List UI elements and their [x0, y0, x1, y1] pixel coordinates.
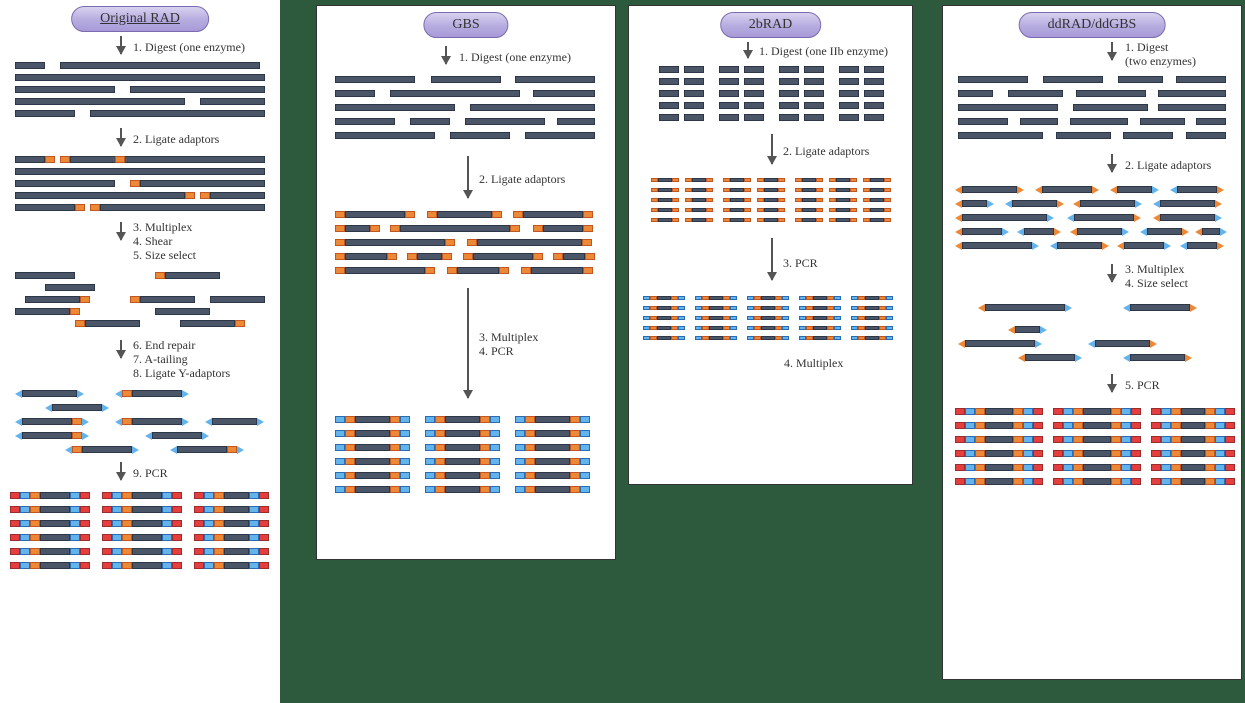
tworad-step-2: 2. Ligate adaptors — [783, 144, 869, 160]
gbs-step-4: 4. PCR — [479, 344, 514, 360]
gbs-step-1: 1. Digest (one enzyme) — [459, 50, 571, 66]
rad-arrow-5 — [120, 462, 122, 480]
rad-step-5: 5. Size select — [133, 248, 196, 264]
tworad-step-3: 3. PCR — [783, 256, 818, 272]
dd-arrow-3 — [1111, 264, 1113, 282]
dd-step-1b: (two enzymes) — [1125, 54, 1196, 70]
panel-ddrad: ddRAD/ddGBS 1. Digest (two enzymes) 2. L… — [942, 5, 1242, 680]
gbs-arrow-2 — [467, 156, 469, 198]
header-gbs: GBS — [423, 12, 508, 38]
rad-arrow-4 — [120, 340, 122, 358]
panel-gbs: GBS 1. Digest (one enzyme) 2. Ligate ada… — [316, 5, 616, 560]
rad-step-1: 1. Digest (one enzyme) — [133, 40, 245, 56]
gbs-arrow-3 — [467, 288, 469, 398]
gbs-step-2: 2. Ligate adaptors — [479, 172, 565, 188]
dd-step-4: 4. Size select — [1125, 276, 1188, 292]
header-2brad: 2bRAD — [720, 12, 822, 38]
rad-step-8: 8. Ligate Y-adaptors — [133, 366, 230, 382]
tworad-arrow-2 — [771, 134, 773, 164]
tworad-step-1: 1. Digest (one IIb enzyme) — [759, 44, 888, 60]
dd-arrow-2 — [1111, 154, 1113, 172]
rad-arrow-3 — [120, 222, 122, 240]
dd-arrow-1 — [1111, 42, 1113, 60]
header-dd: ddRAD/ddGBS — [1019, 12, 1166, 38]
rad-arrow-2 — [120, 128, 122, 146]
panel-original-rad: Original RAD 1. Digest (one enzyme) 2. L… — [0, 0, 280, 703]
gbs-arrow-1 — [445, 46, 447, 64]
rad-step-9: 9. PCR — [133, 466, 168, 482]
tworad-arrow-3 — [771, 238, 773, 280]
dd-arrow-4 — [1111, 374, 1113, 392]
header-rad: Original RAD — [71, 6, 209, 32]
dd-step-2: 2. Ligate adaptors — [1125, 158, 1211, 174]
rad-step-2: 2. Ligate adaptors — [133, 132, 219, 148]
tworad-step-4: 4. Multiplex — [784, 356, 843, 372]
tworad-arrow-1 — [747, 42, 749, 58]
dd-step-5: 5. PCR — [1125, 378, 1160, 394]
rad-arrow-1 — [120, 36, 122, 54]
panel-2brad: 2bRAD 1. Digest (one IIb enzyme) 2. Liga… — [628, 5, 913, 485]
